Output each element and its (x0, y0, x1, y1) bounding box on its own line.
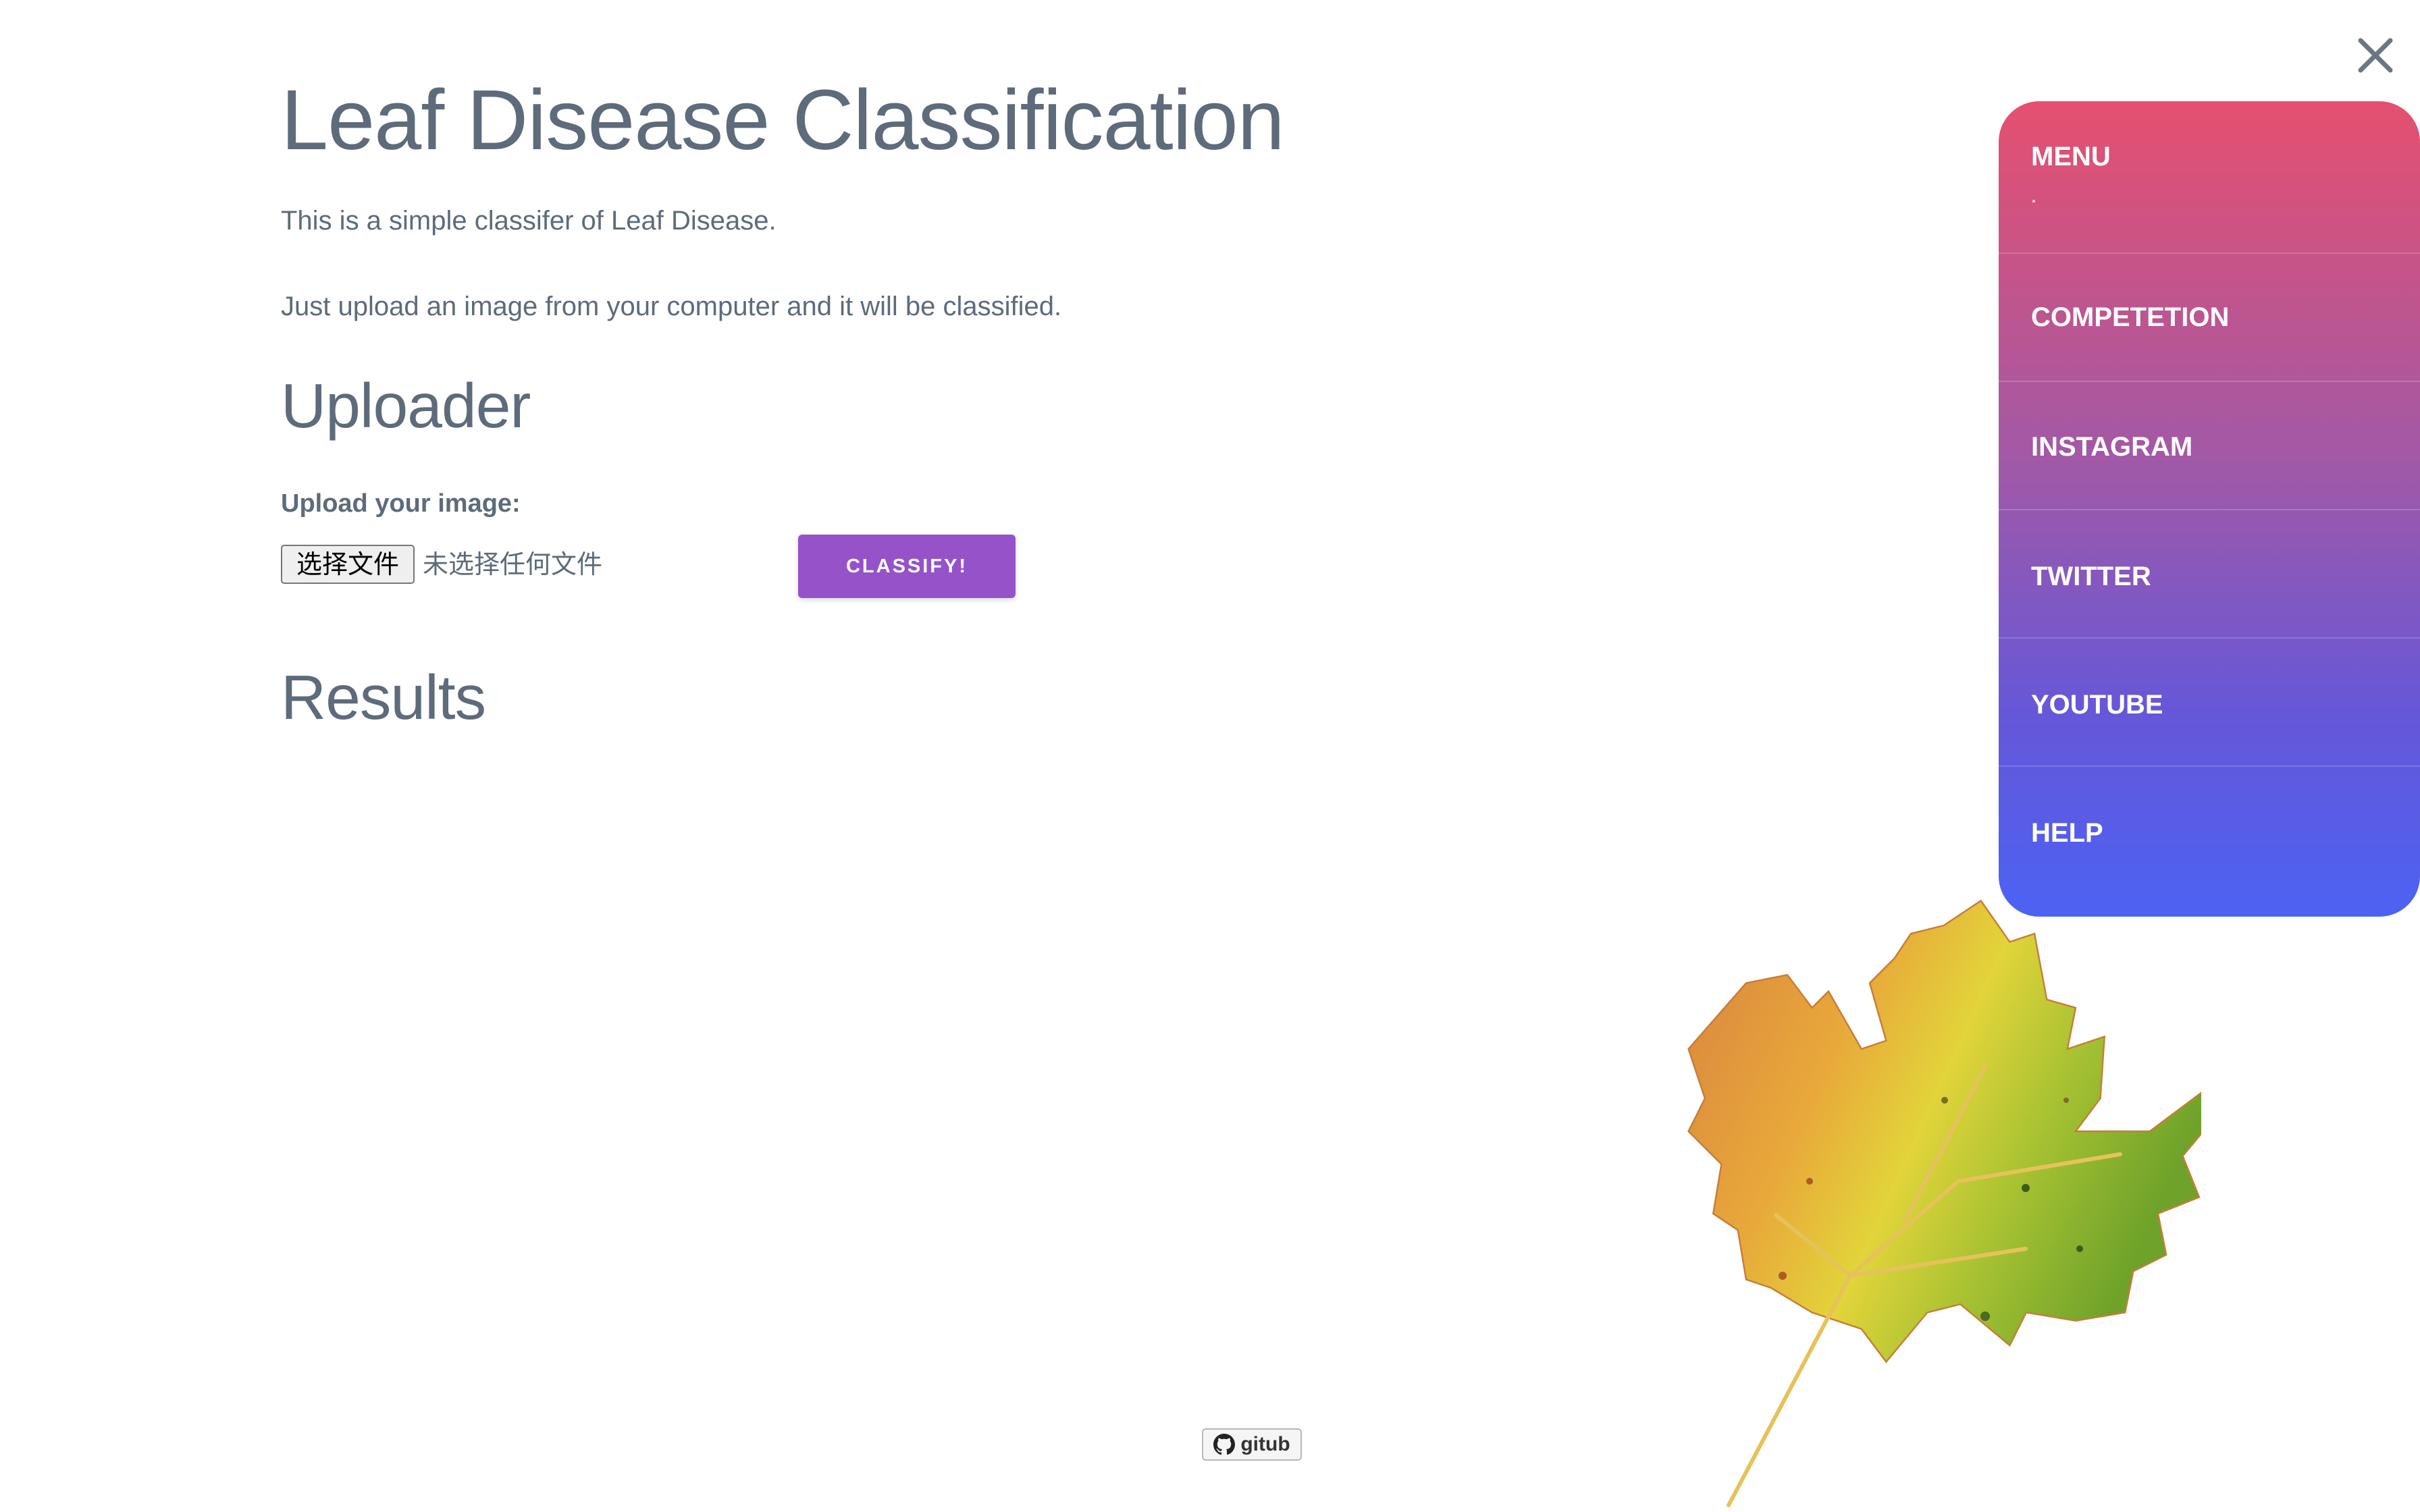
menu-item-instagram[interactable]: INSTAGRAM (1999, 382, 2420, 510)
menu-item-help[interactable]: HELP (1999, 767, 2420, 917)
menu-item-label: COMPETETION (2031, 302, 2230, 332)
side-menu: MENU COMPETETION INSTAGRAM TWITTER YOUTU… (1999, 101, 2420, 917)
menu-item-label: YOUTUBE (2031, 690, 2163, 720)
menu-item-menu[interactable]: MENU (1999, 101, 2420, 254)
menu-item-youtube[interactable]: YOUTUBE (1999, 639, 2420, 767)
github-icon (1213, 1434, 1236, 1455)
file-status-text: 未选择任何文件 (423, 549, 603, 579)
maple-leaf-image (1687, 899, 2201, 1507)
uploader-heading: Uploader (281, 371, 531, 441)
choose-file-button[interactable]: 选择文件 (281, 545, 415, 584)
close-icon[interactable] (2354, 34, 2397, 77)
menu-item-label: INSTAGRAM (2031, 432, 2193, 462)
page-title: Leaf Disease Classification (281, 72, 1285, 167)
description-line-2: Just upload an image from your computer … (281, 292, 1062, 321)
upload-label: Upload your image: (281, 489, 521, 518)
menu-item-label: TWITTER (2031, 562, 2151, 591)
menu-item-label: HELP (2031, 818, 2103, 848)
menu-dot (2032, 200, 2035, 202)
description-line-1: This is a simple classifer of Leaf Disea… (281, 206, 777, 236)
menu-item-twitter[interactable]: TWITTER (1999, 510, 2420, 639)
github-badge[interactable]: gitub (1202, 1428, 1302, 1461)
results-heading: Results (281, 662, 486, 732)
menu-item-competetion[interactable]: COMPETETION (1999, 254, 2420, 382)
menu-item-label: MENU (2031, 142, 2111, 171)
github-badge-label: gitub (1240, 1433, 1290, 1455)
classify-button[interactable]: CLASSIFY! (798, 535, 1016, 598)
